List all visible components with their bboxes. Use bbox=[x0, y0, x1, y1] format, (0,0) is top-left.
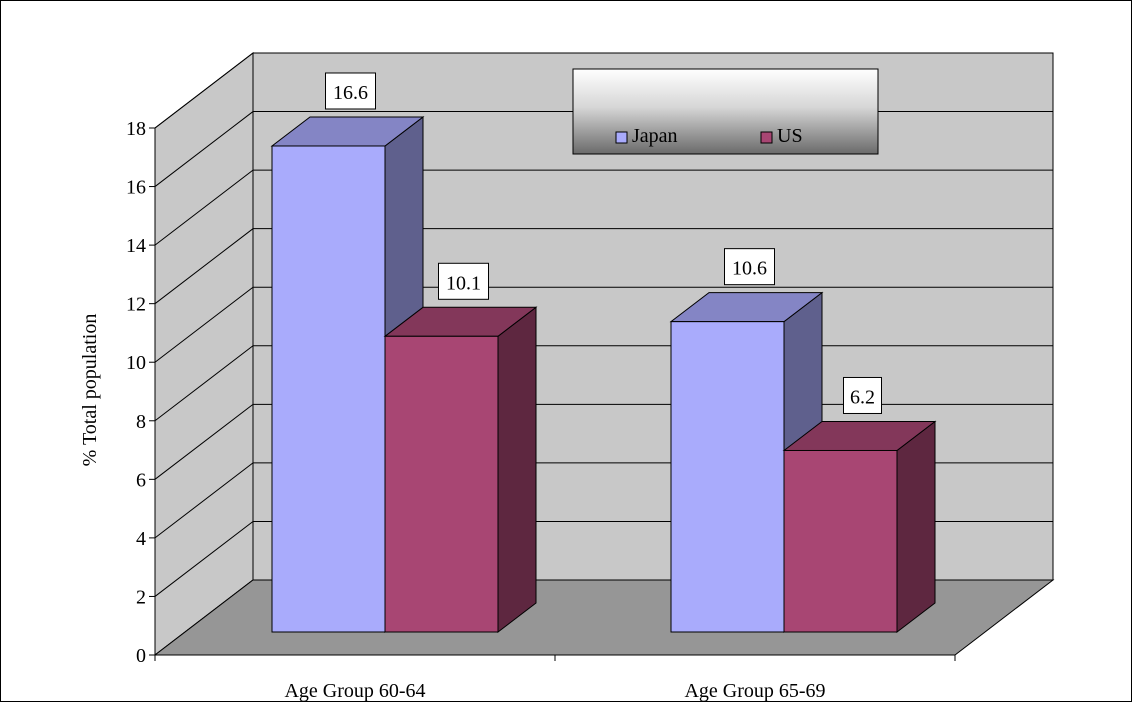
y-tick-label: 12 bbox=[126, 294, 146, 316]
svg-text:6.2: 6.2 bbox=[850, 386, 875, 408]
legend-swatch-japan bbox=[615, 131, 628, 144]
legend-label-us: US bbox=[777, 125, 803, 147]
data-label: 16.6 bbox=[325, 72, 376, 110]
y-axis-label: % Total population bbox=[79, 314, 101, 467]
gridline bbox=[154, 52, 1053, 129]
gridline bbox=[154, 228, 1053, 305]
bar-front bbox=[783, 449, 898, 633]
bar-side bbox=[497, 306, 537, 634]
side-wall bbox=[154, 51, 254, 657]
legend: Japan US bbox=[572, 68, 879, 155]
data-labels: 16.6 10.1 10.6 6.2 bbox=[325, 72, 882, 414]
gridline bbox=[154, 286, 1053, 363]
axes: 0 2 4 6 8 10 12 14 16 18 Age Group 60-64 Age Group … bbox=[126, 118, 956, 702]
legend-label-japan: Japan bbox=[632, 125, 678, 147]
data-label: 10.6 bbox=[724, 248, 775, 286]
svg-text:16.6: 16.6 bbox=[333, 82, 368, 104]
data-label: 10.1 bbox=[438, 262, 489, 300]
bar-front bbox=[670, 321, 785, 633]
bars bbox=[270, 115, 937, 634]
y-tick-label: 14 bbox=[126, 235, 146, 257]
y-tick-label: 18 bbox=[126, 118, 146, 140]
svg-text:10.1: 10.1 bbox=[446, 272, 481, 294]
y-tick-label: 10 bbox=[126, 352, 146, 374]
y-tick-label: 6 bbox=[136, 469, 146, 491]
y-tick-label: 2 bbox=[136, 586, 146, 608]
y-tick-label: 8 bbox=[136, 411, 146, 433]
bar-us-1 bbox=[383, 306, 538, 634]
legend-swatch-us bbox=[760, 131, 773, 144]
bar-front bbox=[384, 335, 499, 633]
bar-front bbox=[271, 145, 386, 633]
y-tick-label: 4 bbox=[136, 528, 146, 550]
x-tick-label: Age Group 65-69 bbox=[684, 680, 825, 702]
svg-text:10.6: 10.6 bbox=[732, 258, 767, 280]
x-tick-label: Age Group 60-64 bbox=[284, 680, 425, 702]
gridline bbox=[154, 169, 1053, 246]
y-tick-label: 0 bbox=[136, 645, 146, 667]
bar-us-2 bbox=[782, 420, 937, 634]
bar-side bbox=[896, 420, 936, 634]
data-label: 6.2 bbox=[843, 376, 882, 414]
y-tick-label: 16 bbox=[126, 177, 146, 199]
